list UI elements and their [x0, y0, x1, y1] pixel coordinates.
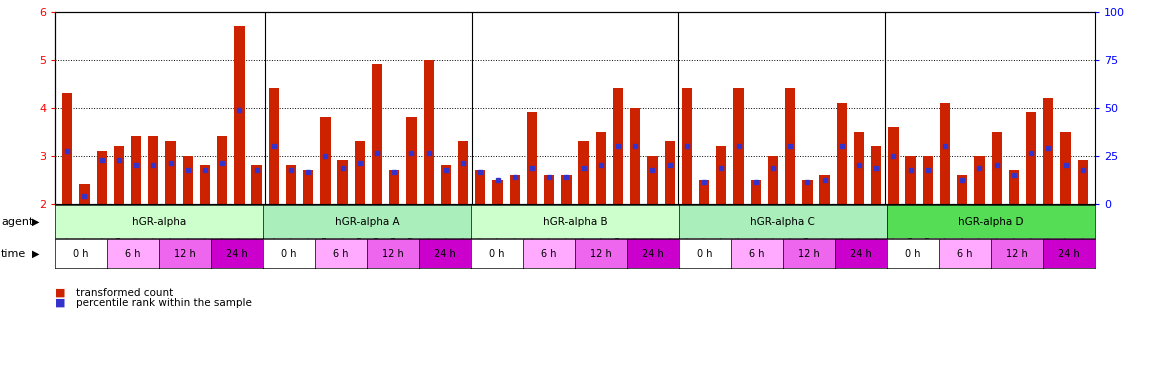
Bar: [888, 127, 898, 204]
Text: hGR-alpha B: hGR-alpha B: [543, 217, 607, 227]
Text: 0 h: 0 h: [282, 248, 297, 259]
Bar: [475, 170, 485, 204]
Bar: [613, 88, 623, 204]
Text: ■: ■: [55, 288, 66, 298]
Bar: [354, 141, 365, 204]
Text: 24 h: 24 h: [1058, 248, 1080, 259]
Text: 24 h: 24 h: [850, 248, 872, 259]
Bar: [320, 117, 330, 204]
Bar: [492, 180, 503, 204]
Text: 0 h: 0 h: [905, 248, 921, 259]
Bar: [458, 141, 468, 204]
Bar: [871, 146, 881, 204]
Text: 6 h: 6 h: [125, 248, 141, 259]
Text: 0 h: 0 h: [74, 248, 89, 259]
Bar: [148, 136, 159, 204]
Bar: [200, 165, 210, 204]
Text: hGR-alpha: hGR-alpha: [132, 217, 186, 227]
Text: 24 h: 24 h: [642, 248, 664, 259]
Text: percentile rank within the sample: percentile rank within the sample: [76, 298, 252, 308]
Bar: [630, 108, 641, 204]
Bar: [114, 146, 124, 204]
Bar: [853, 131, 864, 204]
Text: 12 h: 12 h: [382, 248, 404, 259]
Bar: [527, 112, 537, 204]
Bar: [440, 165, 451, 204]
Text: hGR-alpha C: hGR-alpha C: [751, 217, 815, 227]
Text: agent: agent: [1, 217, 33, 227]
Bar: [389, 170, 399, 204]
Text: 12 h: 12 h: [590, 248, 612, 259]
Bar: [905, 156, 915, 204]
Bar: [217, 136, 228, 204]
Bar: [1026, 112, 1036, 204]
Text: 12 h: 12 h: [1006, 248, 1028, 259]
Bar: [836, 103, 846, 204]
Bar: [337, 161, 347, 204]
Text: transformed count: transformed count: [76, 288, 174, 298]
Text: 0 h: 0 h: [489, 248, 505, 259]
Bar: [304, 170, 314, 204]
Bar: [131, 136, 141, 204]
Bar: [544, 175, 554, 204]
Text: hGR-alpha A: hGR-alpha A: [335, 217, 399, 227]
Bar: [820, 175, 830, 204]
Text: 6 h: 6 h: [749, 248, 765, 259]
Text: 24 h: 24 h: [435, 248, 455, 259]
Bar: [991, 131, 1002, 204]
Bar: [957, 175, 967, 204]
Bar: [183, 156, 193, 204]
Bar: [269, 88, 279, 204]
Bar: [578, 141, 589, 204]
Bar: [166, 141, 176, 204]
Bar: [785, 88, 796, 204]
Bar: [974, 156, 984, 204]
Bar: [1060, 131, 1071, 204]
Bar: [716, 146, 727, 204]
Bar: [561, 175, 572, 204]
Text: ■: ■: [55, 298, 66, 308]
Bar: [406, 117, 416, 204]
Bar: [751, 180, 761, 204]
Bar: [423, 60, 434, 204]
Bar: [509, 175, 520, 204]
Bar: [371, 64, 382, 204]
Bar: [665, 141, 675, 204]
Bar: [922, 156, 933, 204]
Text: ▶: ▶: [32, 217, 40, 227]
Bar: [647, 156, 658, 204]
Bar: [79, 184, 90, 204]
Bar: [1078, 161, 1088, 204]
Text: 0 h: 0 h: [697, 248, 713, 259]
Text: 6 h: 6 h: [542, 248, 557, 259]
Bar: [699, 180, 710, 204]
Text: 24 h: 24 h: [227, 248, 248, 259]
Bar: [940, 103, 950, 204]
Bar: [97, 151, 107, 204]
Text: 6 h: 6 h: [957, 248, 973, 259]
Bar: [235, 26, 245, 204]
Bar: [768, 156, 779, 204]
Text: 12 h: 12 h: [175, 248, 196, 259]
Bar: [1009, 170, 1019, 204]
Text: 6 h: 6 h: [334, 248, 348, 259]
Text: ▶: ▶: [32, 248, 40, 259]
Bar: [62, 93, 72, 204]
Bar: [734, 88, 744, 204]
Bar: [1043, 98, 1053, 204]
Bar: [596, 131, 606, 204]
Bar: [682, 88, 692, 204]
Bar: [252, 165, 262, 204]
Bar: [803, 180, 813, 204]
Text: time: time: [1, 248, 26, 259]
Text: hGR-alpha D: hGR-alpha D: [958, 217, 1024, 227]
Bar: [286, 165, 297, 204]
Text: 12 h: 12 h: [798, 248, 820, 259]
